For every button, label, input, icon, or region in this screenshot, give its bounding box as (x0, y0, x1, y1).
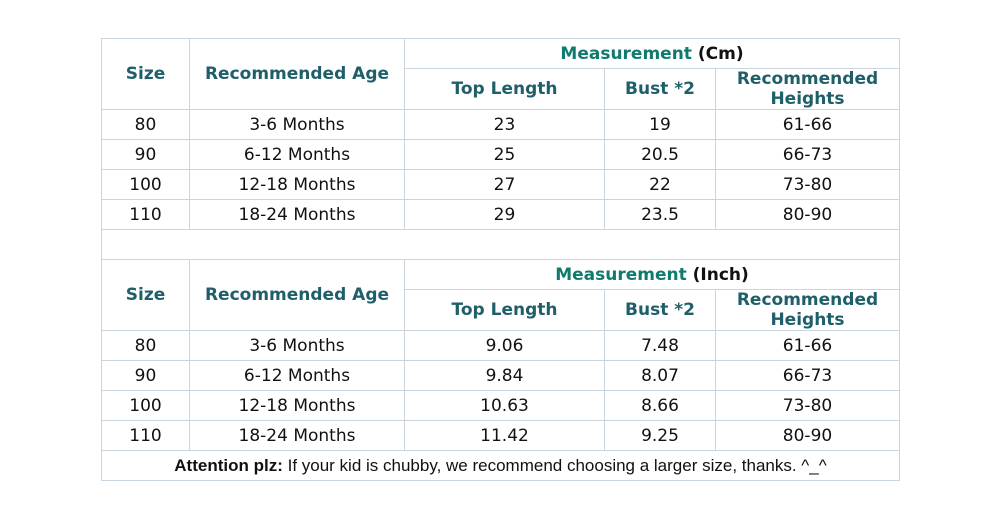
attention-note: Attention plz: If your kid is chubby, we… (100, 450, 901, 481)
size-cell: 90 (101, 360, 190, 391)
top-length-cell: 27 (404, 169, 605, 200)
table-row: 110 18-24 Months 11.42 9.25 80-90 (101, 420, 901, 451)
top-length-cell: 11.42 (404, 420, 605, 451)
bust-cell: 7.48 (604, 330, 716, 361)
top-length-header: Top Length (404, 289, 605, 331)
heights-header: Recommended Heights (714, 289, 901, 331)
bust-cell: 8.66 (604, 390, 716, 421)
inch-header-row-2: Top Length Bust *2 Recommended Heights (102, 289, 901, 331)
top-length-cell: 9.84 (404, 360, 605, 391)
top-length-cell: 29 (404, 199, 605, 230)
measurement-word: Measurement (555, 264, 687, 285)
measurement-header-inch: Measurement (Inch) (403, 259, 901, 290)
bust-header: Bust *2 (604, 68, 716, 110)
size-chart: Size Recommended Age Measurement (Cm) To… (100, 38, 901, 481)
age-cell: 12-18 Months (189, 390, 405, 421)
note-label: Attention plz: (174, 455, 283, 475)
age-header: Recommended Age (189, 259, 405, 331)
inch-header-row-1: Size Recommended Age Measurement (Inch) (101, 259, 901, 331)
measurement-unit: (Inch) (692, 264, 749, 285)
heights-cell: 80-90 (714, 420, 901, 451)
table-row: 80 3-6 Months 23 19 61-66 (101, 109, 901, 140)
table-row: 90 6-12 Months 25 20.5 66-73 (101, 139, 901, 170)
top-length-cell: 25 (404, 139, 605, 170)
heights-cell: 66-73 (714, 360, 901, 391)
cm-header-row-1: Size Recommended Age Measurement (Cm) (101, 38, 901, 110)
age-cell: 12-18 Months (189, 169, 405, 200)
size-cell: 100 (101, 390, 190, 421)
age-cell: 3-6 Months (189, 330, 405, 361)
heights-cell: 66-73 (714, 139, 901, 170)
top-length-cell: 23 (404, 109, 605, 140)
heights-cell: 61-66 (714, 330, 901, 361)
size-cell: 110 (101, 420, 190, 451)
divider-cell (100, 229, 901, 260)
measurement-unit: (Cm) (697, 43, 744, 64)
table-row: 100 12-18 Months 27 22 73-80 (101, 169, 901, 200)
age-cell: 6-12 Months (189, 139, 405, 170)
age-cell: 18-24 Months (189, 199, 405, 230)
table-row: 80 3-6 Months 9.06 7.48 61-66 (101, 330, 901, 361)
measurement-word: Measurement (560, 43, 692, 64)
size-header: Size (101, 38, 190, 110)
top-length-cell: 10.63 (404, 390, 605, 421)
bust-cell: 20.5 (604, 139, 716, 170)
bust-cell: 22 (604, 169, 716, 200)
bust-cell: 8.07 (604, 360, 716, 391)
note-row: Attention plz: If your kid is chubby, we… (100, 450, 901, 481)
heights-cell: 80-90 (714, 199, 901, 230)
bust-cell: 9.25 (604, 420, 716, 451)
heights-cell: 73-80 (714, 169, 901, 200)
bust-cell: 23.5 (604, 199, 716, 230)
note-text: If your kid is chubby, we recommend choo… (282, 455, 827, 475)
table-divider (100, 229, 901, 260)
heights-cell: 61-66 (714, 109, 901, 140)
top-length-header: Top Length (404, 68, 605, 110)
age-cell: 6-12 Months (189, 360, 405, 391)
size-cell: 80 (101, 109, 190, 140)
bust-header: Bust *2 (604, 289, 716, 331)
table-row: 100 12-18 Months 10.63 8.66 73-80 (101, 390, 901, 421)
size-cell: 110 (101, 199, 190, 230)
size-cell: 100 (101, 169, 190, 200)
cm-header-row-2: Top Length Bust *2 Recommended Heights (102, 68, 901, 110)
size-chart-table: Size Recommended Age Measurement (Cm) To… (100, 38, 901, 481)
size-cell: 90 (101, 139, 190, 170)
bust-cell: 19 (604, 109, 716, 140)
top-length-cell: 9.06 (404, 330, 605, 361)
measurement-header-cm: Measurement (Cm) (403, 38, 901, 69)
table-row: 90 6-12 Months 9.84 8.07 66-73 (101, 360, 901, 391)
age-header: Recommended Age (189, 38, 405, 110)
age-cell: 3-6 Months (189, 109, 405, 140)
table-row: 110 18-24 Months 29 23.5 80-90 (101, 199, 901, 230)
heights-header: Recommended Heights (714, 68, 901, 110)
heights-cell: 73-80 (714, 390, 901, 421)
size-header: Size (101, 259, 190, 331)
age-cell: 18-24 Months (189, 420, 405, 451)
size-cell: 80 (101, 330, 190, 361)
